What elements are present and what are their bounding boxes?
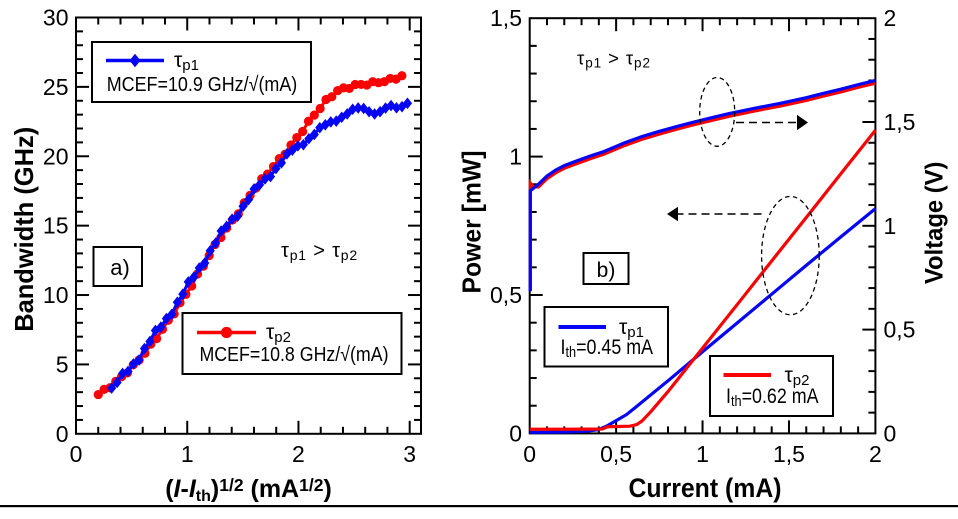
svg-text:3: 3 (403, 441, 416, 467)
svg-text:Ith=0.45 mA: Ith=0.45 mA (561, 336, 654, 361)
svg-text:30: 30 (43, 5, 69, 31)
svg-text:Voltage (V): Voltage (V) (921, 162, 949, 284)
svg-text:20: 20 (43, 143, 69, 169)
svg-text:0,5: 0,5 (600, 441, 632, 467)
svg-text:0,5: 0,5 (884, 317, 916, 343)
svg-text:1: 1 (696, 441, 709, 467)
svg-text:Power [mW]: Power [mW] (457, 151, 487, 294)
svg-text:1: 1 (181, 441, 194, 467)
svg-text:Ith=0.62 mA: Ith=0.62 mA (726, 385, 819, 410)
svg-text:0: 0 (523, 441, 536, 467)
svg-text:0: 0 (56, 421, 69, 447)
svg-text:1: 1 (509, 144, 522, 170)
svg-text:10: 10 (43, 282, 69, 308)
svg-text:a): a) (110, 255, 130, 280)
svg-text:2: 2 (884, 5, 897, 31)
svg-text:b): b) (597, 259, 616, 282)
svg-text:5: 5 (56, 351, 69, 377)
svg-text:0: 0 (509, 420, 522, 446)
svg-text:2: 2 (869, 441, 882, 467)
svg-text:MCEF=10.8 GHz/√(mA): MCEF=10.8 GHz/√(mA) (200, 343, 389, 366)
svg-text:1,5: 1,5 (773, 441, 805, 467)
svg-text:2: 2 (292, 441, 305, 467)
svg-text:0: 0 (884, 420, 897, 446)
svg-text:(I-Ith)1/2 (mA1/2): (I-Ith)1/2 (mA1/2) (165, 475, 332, 505)
svg-text:Current (mA): Current (mA) (629, 473, 782, 503)
svg-text:0: 0 (70, 441, 83, 467)
svg-text:Bandwidth (GHz): Bandwidth (GHz) (9, 127, 39, 332)
svg-text:τp1 > τp2: τp1 > τp2 (281, 240, 358, 263)
svg-text:1: 1 (884, 213, 897, 239)
svg-text:MCEF=10.9 GHz/√(mA): MCEF=10.9 GHz/√(mA) (107, 73, 298, 96)
svg-text:25: 25 (43, 74, 69, 100)
svg-text:1,5: 1,5 (884, 109, 916, 135)
svg-text:15: 15 (43, 213, 69, 239)
svg-text:1,5: 1,5 (490, 5, 522, 31)
svg-text:0,5: 0,5 (490, 282, 522, 308)
